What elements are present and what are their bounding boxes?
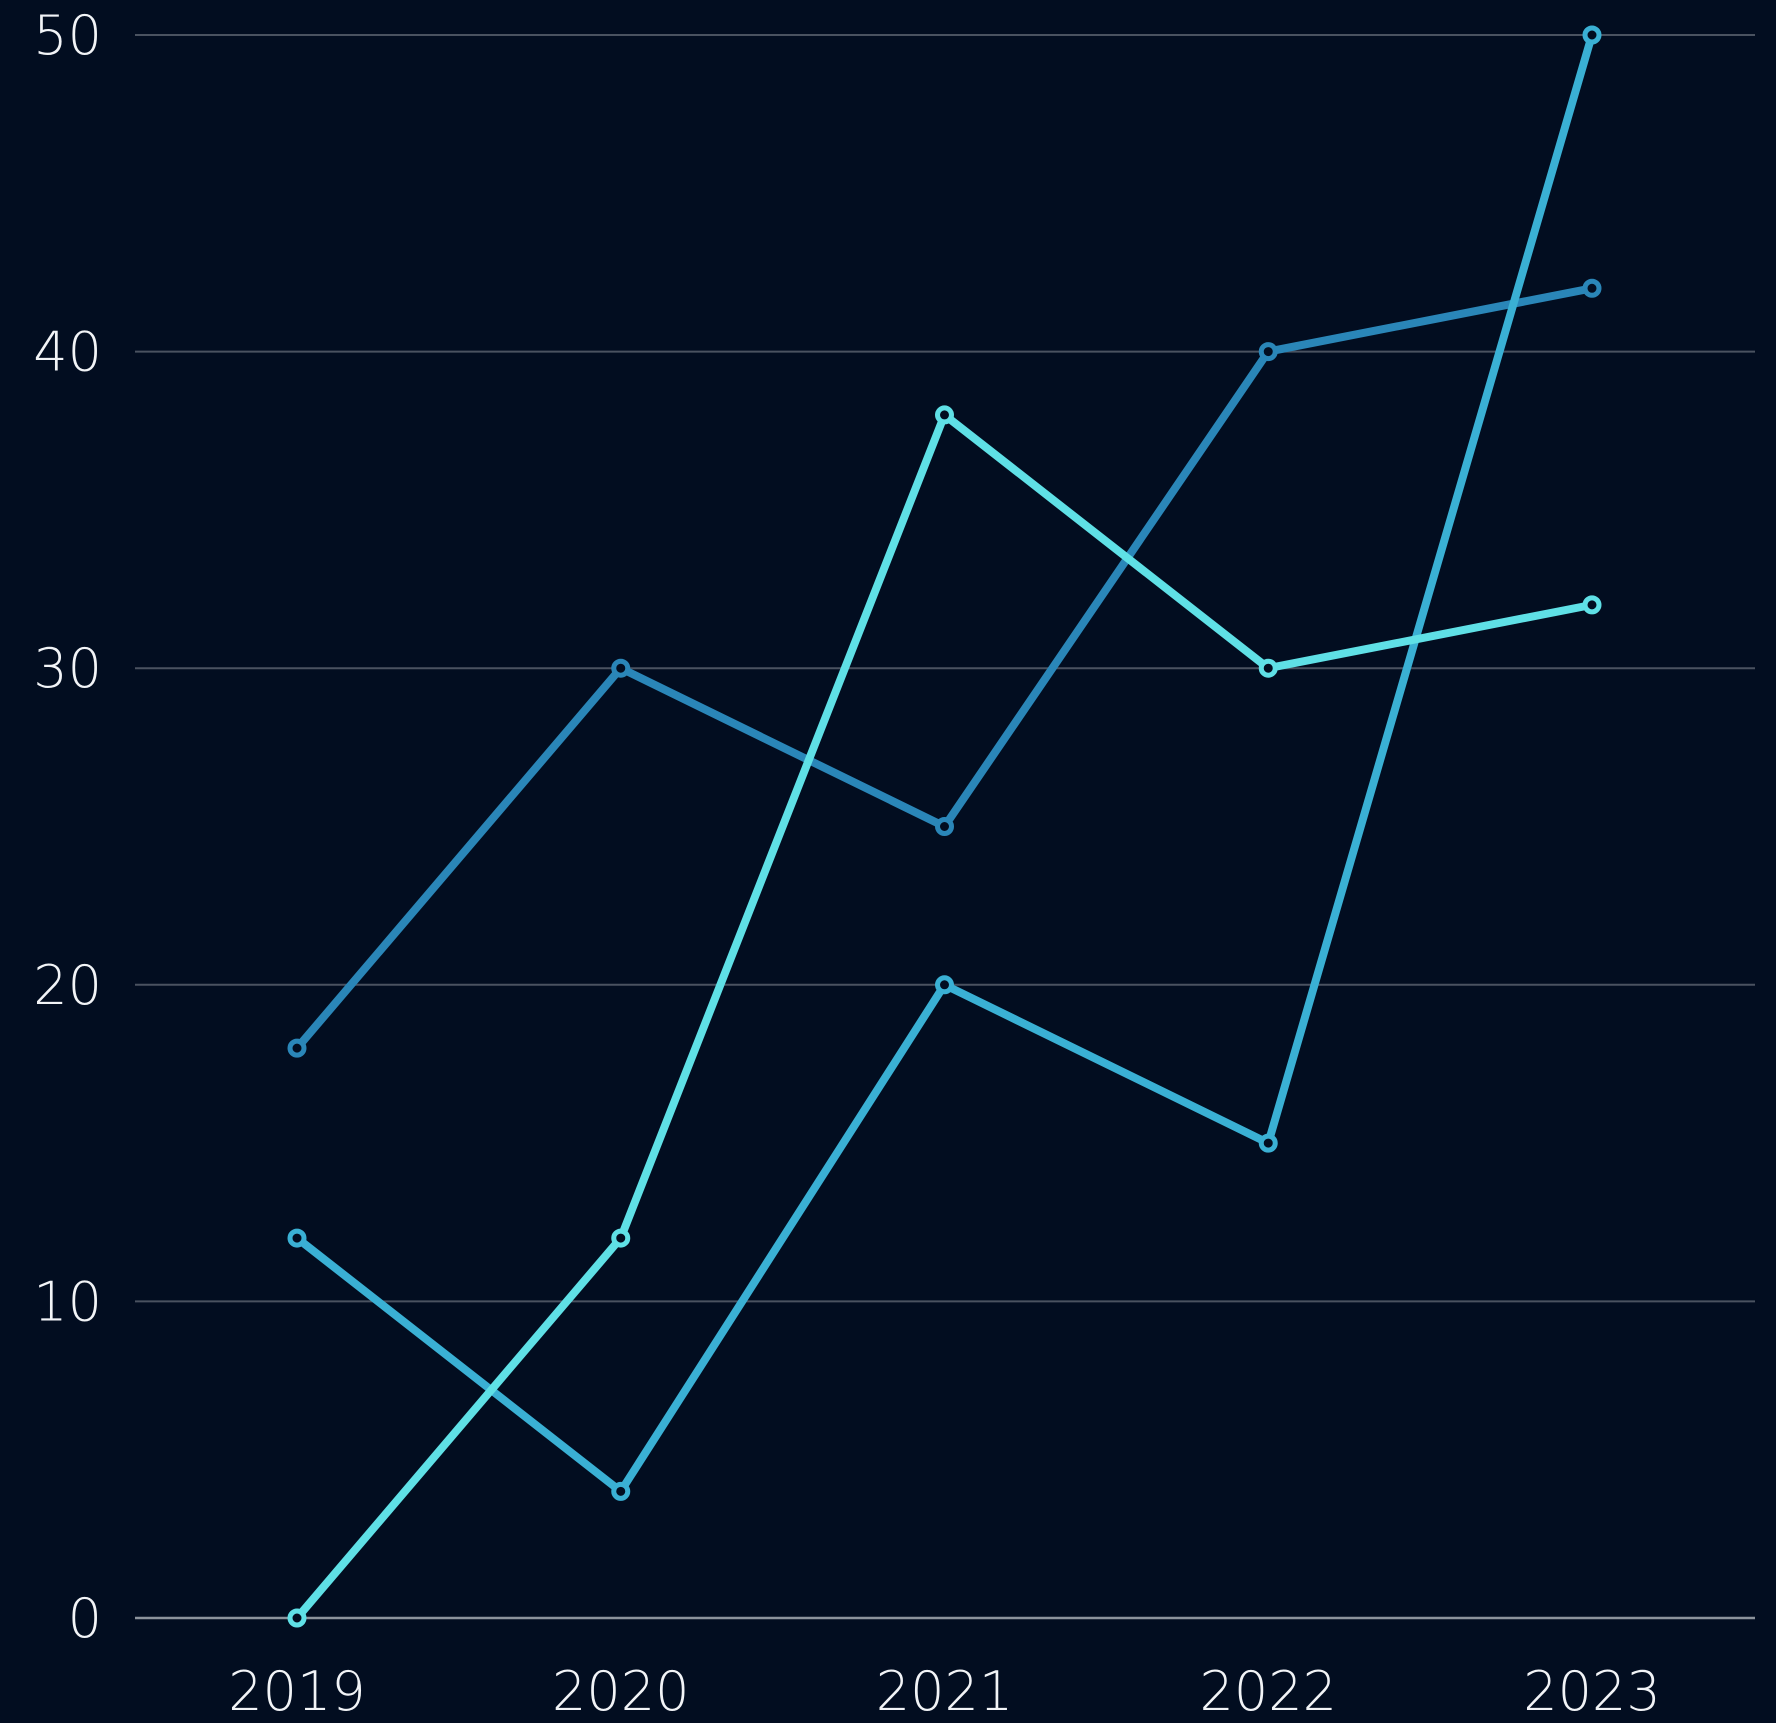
y-axis-ticks: 0 10 20 30 40 50 <box>33 4 102 1650</box>
data-point <box>935 975 954 995</box>
data-point <box>1258 1133 1278 1153</box>
data-point <box>287 1038 307 1058</box>
data-point <box>935 405 954 425</box>
x-tick-label: 2019 <box>228 1660 365 1718</box>
y-tick-label: 30 <box>33 637 102 700</box>
data-point <box>1258 658 1278 678</box>
y-tick-label: 50 <box>33 4 102 67</box>
data-point <box>1258 342 1278 362</box>
data-point <box>611 1481 631 1501</box>
series-layer <box>287 25 1602 1628</box>
series-line <box>293 31 1596 1496</box>
y-tick-label: 40 <box>33 321 102 384</box>
data-point <box>1582 25 1602 45</box>
data-point <box>1582 595 1602 615</box>
data-point <box>611 658 631 678</box>
x-tick-label: 2021 <box>876 1660 1013 1718</box>
data-point <box>287 1608 307 1628</box>
data-point <box>287 1228 307 1248</box>
y-tick-label: 20 <box>33 954 102 1017</box>
y-tick-label: 10 <box>33 1270 102 1333</box>
data-point <box>611 1228 631 1248</box>
x-tick-label: 2022 <box>1200 1660 1337 1718</box>
y-tick-label: 0 <box>68 1587 102 1650</box>
x-tick-label: 2023 <box>1523 1660 1660 1718</box>
series-2 <box>287 25 1602 1501</box>
data-point <box>1582 278 1602 298</box>
series-line <box>293 410 1596 1622</box>
series-1 <box>287 278 1602 1058</box>
x-axis-ticks: 2019 2020 2021 2022 2023 <box>228 1660 1660 1723</box>
data-point <box>935 817 954 836</box>
series-3 <box>287 405 1602 1628</box>
x-tick-label: 2020 <box>552 1660 689 1718</box>
